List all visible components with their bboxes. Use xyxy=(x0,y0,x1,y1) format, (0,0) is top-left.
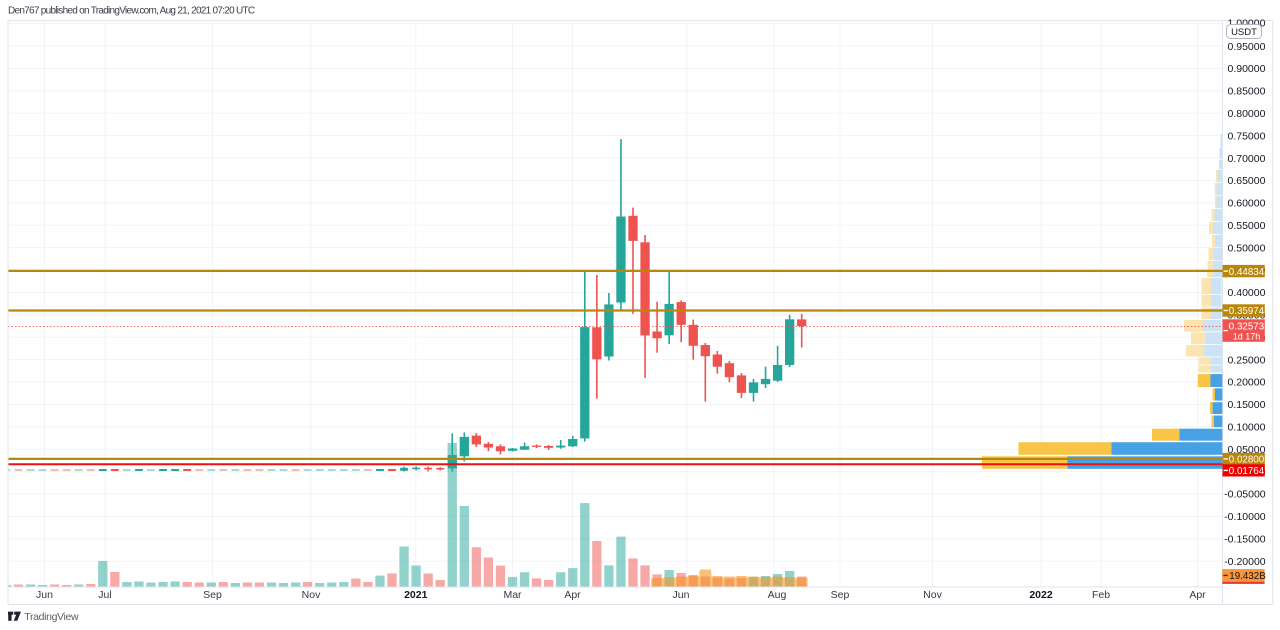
svg-text:0.35974: 0.35974 xyxy=(1229,306,1265,317)
svg-text:19.432B: 19.432B xyxy=(1229,571,1266,582)
svg-text:0.90000: 0.90000 xyxy=(1228,63,1266,75)
svg-text:Apr: Apr xyxy=(564,589,581,601)
svg-text:Jun: Jun xyxy=(36,589,53,601)
svg-text:0.50000: 0.50000 xyxy=(1228,242,1266,254)
svg-text:0.80000: 0.80000 xyxy=(1228,108,1266,120)
svg-text:0.10000: 0.10000 xyxy=(1228,422,1266,434)
svg-text:0.75000: 0.75000 xyxy=(1228,130,1266,142)
svg-text:2021: 2021 xyxy=(404,589,428,601)
svg-text:1d 17h: 1d 17h xyxy=(1233,331,1261,341)
svg-text:Sep: Sep xyxy=(203,589,222,601)
svg-text:USDT: USDT xyxy=(1231,27,1257,38)
svg-text:Feb: Feb xyxy=(1092,589,1110,601)
svg-text:-0.15000: -0.15000 xyxy=(1224,534,1266,546)
svg-text:-0.20000: -0.20000 xyxy=(1224,556,1266,568)
svg-text:0.25000: 0.25000 xyxy=(1228,354,1266,366)
svg-text:Nov: Nov xyxy=(302,589,321,601)
svg-text:0.55000: 0.55000 xyxy=(1228,220,1266,232)
svg-text:Den767 published on TradingVie: Den767 published on TradingView.com, Aug… xyxy=(8,5,255,16)
svg-text:Mar: Mar xyxy=(503,589,522,601)
svg-text:0.85000: 0.85000 xyxy=(1228,86,1266,98)
svg-text:0.95000: 0.95000 xyxy=(1228,41,1266,53)
svg-text:Jun: Jun xyxy=(673,589,690,601)
svg-text:0.65000: 0.65000 xyxy=(1228,175,1266,187)
svg-text:Sep: Sep xyxy=(831,589,850,601)
svg-text:Nov: Nov xyxy=(923,589,942,601)
svg-text:0.40000: 0.40000 xyxy=(1228,287,1266,299)
svg-text:0.44834: 0.44834 xyxy=(1229,267,1265,278)
svg-text:0.02800: 0.02800 xyxy=(1229,455,1265,466)
svg-text:0.70000: 0.70000 xyxy=(1228,153,1266,165)
svg-text:Jul: Jul xyxy=(98,589,111,601)
svg-text:2022: 2022 xyxy=(1029,589,1053,601)
svg-text:0.60000: 0.60000 xyxy=(1228,198,1266,210)
svg-text:Apr: Apr xyxy=(1189,589,1206,601)
svg-text:0.01764: 0.01764 xyxy=(1229,466,1265,477)
svg-text:-0.10000: -0.10000 xyxy=(1224,511,1266,523)
svg-text:Aug: Aug xyxy=(768,589,787,601)
svg-text:0.20000: 0.20000 xyxy=(1228,377,1266,389)
svg-text:0.32573: 0.32573 xyxy=(1229,321,1265,332)
svg-text:-0.05000: -0.05000 xyxy=(1224,489,1266,501)
svg-text:0.15000: 0.15000 xyxy=(1228,399,1266,411)
svg-text:TradingView: TradingView xyxy=(24,611,79,623)
